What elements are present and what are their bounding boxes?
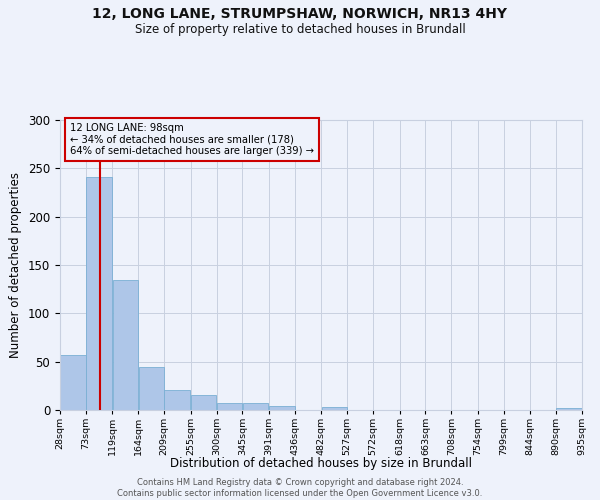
Bar	[113, 280, 138, 410]
Bar	[242, 403, 268, 410]
Bar	[139, 368, 164, 410]
Text: Contains HM Land Registry data © Crown copyright and database right 2024.
Contai: Contains HM Land Registry data © Crown c…	[118, 478, 482, 498]
Bar	[164, 390, 190, 410]
Y-axis label: Number of detached properties: Number of detached properties	[10, 172, 22, 358]
Text: Size of property relative to detached houses in Brundall: Size of property relative to detached ho…	[134, 22, 466, 36]
Bar	[86, 177, 112, 410]
Bar	[269, 406, 295, 410]
Text: 12, LONG LANE, STRUMPSHAW, NORWICH, NR13 4HY: 12, LONG LANE, STRUMPSHAW, NORWICH, NR13…	[92, 8, 508, 22]
Bar	[322, 407, 347, 410]
Text: 12 LONG LANE: 98sqm
← 34% of detached houses are smaller (178)
64% of semi-detac: 12 LONG LANE: 98sqm ← 34% of detached ho…	[70, 123, 314, 156]
Text: Distribution of detached houses by size in Brundall: Distribution of detached houses by size …	[170, 458, 472, 470]
Bar	[60, 355, 86, 410]
Bar	[217, 403, 242, 410]
Bar	[556, 408, 582, 410]
Bar	[191, 394, 216, 410]
